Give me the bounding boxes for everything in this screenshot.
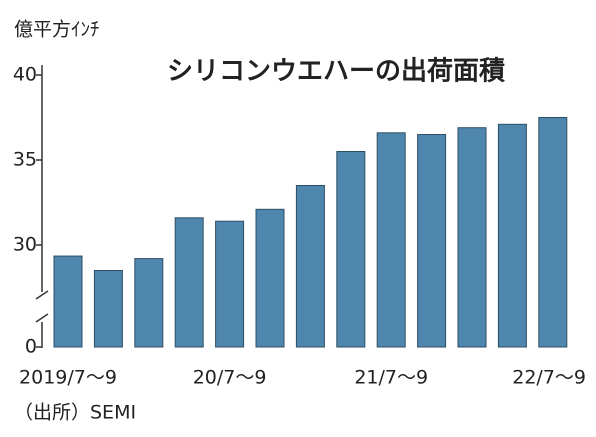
x-tick-label: 22/7～9 — [512, 367, 586, 389]
bar — [376, 132, 406, 348]
source: （出所）SEMI — [14, 402, 136, 424]
bar — [174, 217, 204, 348]
bar — [457, 127, 487, 348]
bar — [215, 220, 245, 348]
y-tick-label: 0 — [25, 336, 37, 358]
y-tick-label: 30 — [13, 234, 37, 256]
y-tick-label: 40 — [13, 64, 37, 86]
bar — [93, 270, 123, 348]
bar — [336, 151, 366, 348]
x-tick-label: 2019/7～9 — [19, 367, 117, 389]
x-tick-label: 20/7～9 — [193, 367, 267, 389]
bar — [538, 117, 568, 348]
bar — [295, 185, 325, 348]
bar — [53, 255, 83, 348]
bar — [417, 134, 447, 348]
chart-title: シリコンウエハーの出荷面積 — [167, 57, 505, 87]
bar — [134, 258, 164, 348]
x-tick-label: 21/7～9 — [354, 367, 428, 389]
axis-break — [35, 290, 49, 300]
axis-break — [35, 313, 49, 323]
bar — [255, 208, 285, 348]
bar — [497, 123, 527, 348]
y-tick-label: 35 — [13, 149, 37, 171]
y-axis-label: 億平方ｲﾝﾁ — [14, 19, 100, 41]
